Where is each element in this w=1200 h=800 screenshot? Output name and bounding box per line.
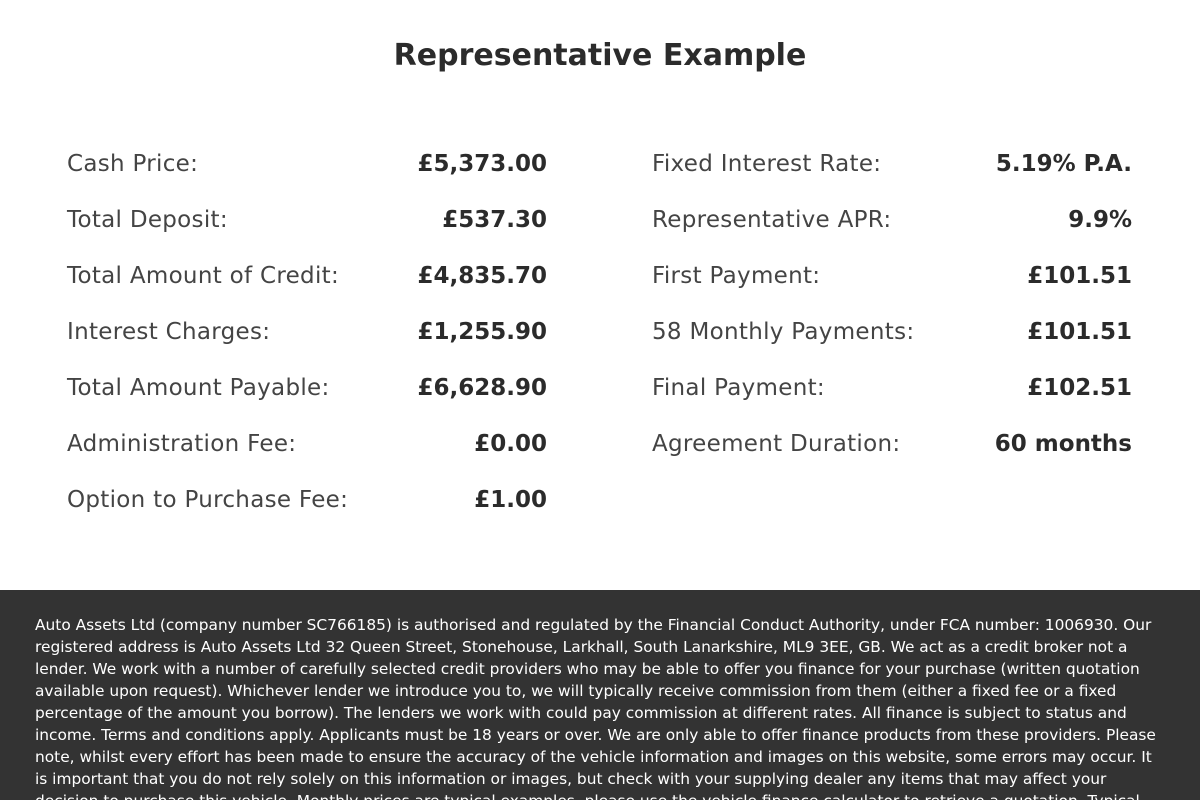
detail-value: £101.51 bbox=[1027, 319, 1132, 345]
detail-value: £537.30 bbox=[442, 207, 547, 233]
detail-value: 60 months bbox=[994, 431, 1132, 457]
detail-value: £0.00 bbox=[474, 431, 547, 457]
detail-label: Total Deposit: bbox=[67, 207, 228, 233]
detail-label: Administration Fee: bbox=[67, 431, 297, 457]
detail-row: Interest Charges: £1,255.90 bbox=[67, 304, 547, 360]
right-column: Fixed Interest Rate: 5.19% P.A. Representa… bbox=[652, 136, 1132, 472]
detail-value: 9.9% bbox=[1068, 207, 1132, 233]
detail-label: Total Amount of Credit: bbox=[67, 263, 340, 289]
detail-value: £5,373.00 bbox=[417, 151, 548, 177]
detail-row: Total Amount Payable: £6,628.90 bbox=[67, 360, 547, 416]
disclaimer: Auto Assets Ltd (company number SC766185… bbox=[35, 616, 1156, 800]
detail-row: Agreement Duration: 60 months bbox=[652, 416, 1132, 472]
detail-value: 5.19% P.A. bbox=[995, 151, 1132, 177]
detail-row: Fixed Interest Rate: 5.19% P.A. bbox=[652, 136, 1132, 192]
detail-value: £1.00 bbox=[474, 487, 547, 513]
detail-label: Cash Price: bbox=[67, 151, 199, 177]
detail-value: £101.51 bbox=[1027, 263, 1132, 289]
footer: Auto Assets Ltd (company number SC766185… bbox=[0, 590, 1200, 800]
detail-row: Total Amount of Credit: £4,835.70 bbox=[67, 248, 547, 304]
detail-label: First Payment: bbox=[652, 263, 821, 289]
detail-label: Fixed Interest Rate: bbox=[652, 151, 882, 177]
detail-row: Option to Purchase Fee: £1.00 bbox=[67, 472, 547, 528]
detail-row: 58 Monthly Payments: £101.51 bbox=[652, 304, 1132, 360]
detail-row: Representative APR: 9.9% bbox=[652, 192, 1132, 248]
detail-label: Representative APR: bbox=[652, 207, 892, 233]
detail-value: £102.51 bbox=[1027, 375, 1132, 401]
detail-label: Agreement Duration: bbox=[652, 431, 901, 457]
detail-label: Total Amount Payable: bbox=[67, 375, 330, 401]
detail-row: Total Deposit: £537.30 bbox=[67, 192, 547, 248]
detail-value: £4,835.70 bbox=[417, 263, 548, 289]
detail-value: £1,255.90 bbox=[417, 319, 548, 345]
detail-value: £6,628.90 bbox=[417, 375, 548, 401]
detail-label: Option to Purchase Fee: bbox=[67, 487, 349, 513]
detail-row: Administration Fee: £0.00 bbox=[67, 416, 547, 472]
detail-row: Cash Price: £5,373.00 bbox=[67, 136, 547, 192]
detail-row: Final Payment: £102.51 bbox=[652, 360, 1132, 416]
left-column: Cash Price: £5,373.00 Total Deposit: £537.3… bbox=[67, 136, 547, 528]
detail-label: Interest Charges: bbox=[67, 319, 271, 345]
detail-row: First Payment: £101.51 bbox=[652, 248, 1132, 304]
detail-label: Final Payment: bbox=[652, 375, 825, 401]
detail-label: 58 Monthly Payments: bbox=[652, 319, 915, 345]
title: Representative Example bbox=[393, 38, 807, 73]
